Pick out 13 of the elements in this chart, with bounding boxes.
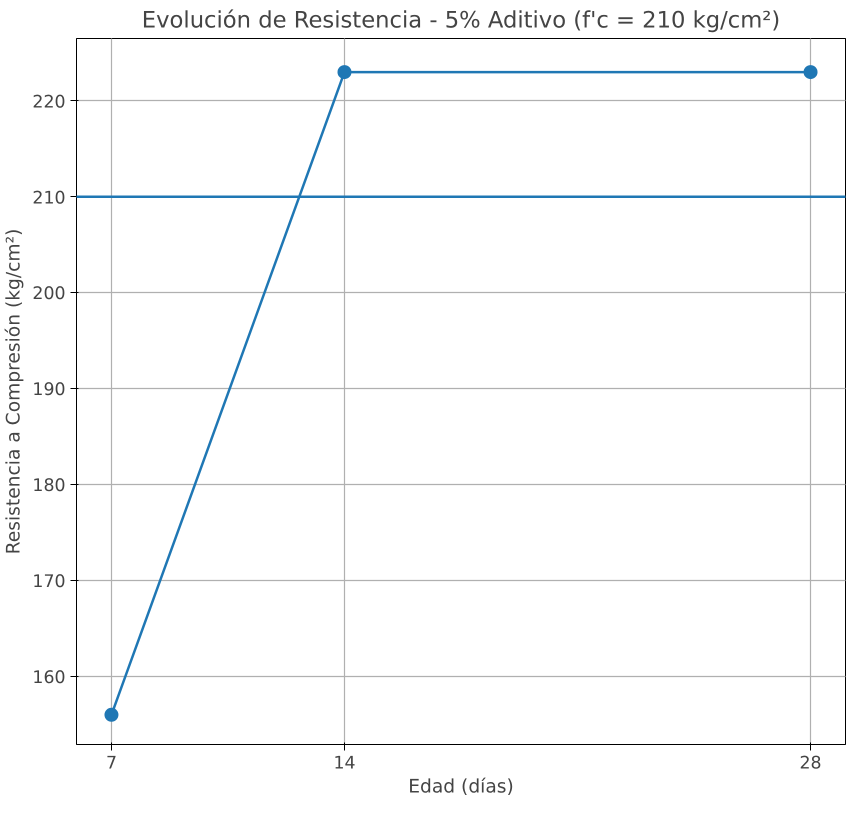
y-tick-label: 220 bbox=[32, 92, 66, 112]
x-axis-title: Edad (días) bbox=[408, 776, 514, 798]
x-tick-label: 14 bbox=[333, 754, 356, 774]
y-tick-label: 170 bbox=[32, 572, 66, 592]
y-axis-title: Resistencia a Compresión (kg/cm²) bbox=[3, 228, 24, 554]
y-tick-label: 180 bbox=[32, 476, 66, 496]
y-tick-label: 210 bbox=[32, 188, 66, 208]
chart-title: Evolución de Resistencia - 5% Aditivo (f'c = 210 kg/cm²) bbox=[142, 8, 780, 34]
y-tick-label: 160 bbox=[32, 668, 66, 688]
y-tick-label: 200 bbox=[32, 284, 66, 304]
x-tick-label: 28 bbox=[800, 754, 822, 774]
y-tick-label: 190 bbox=[32, 380, 66, 400]
x-tick-label: 7 bbox=[106, 754, 117, 774]
